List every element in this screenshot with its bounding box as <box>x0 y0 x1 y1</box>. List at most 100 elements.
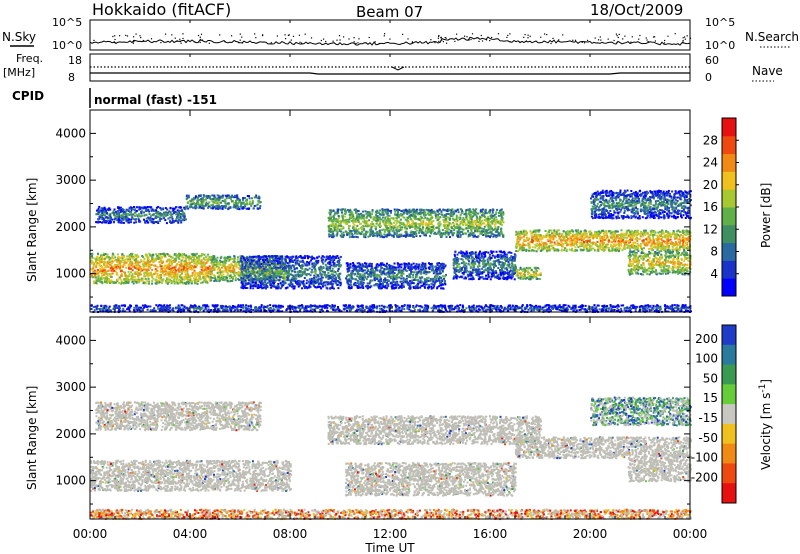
echo-cell <box>126 258 128 260</box>
echo-cell <box>237 256 239 258</box>
echo-cell <box>203 261 205 263</box>
nsearch-dot <box>639 35 640 36</box>
echo-cell <box>145 269 147 271</box>
echo-cell <box>181 210 183 212</box>
nsearch-dot <box>491 37 492 38</box>
echo-cell <box>155 265 157 267</box>
echo-cell <box>187 267 189 269</box>
echo-cell <box>181 254 183 256</box>
nsearch-dot <box>180 41 181 42</box>
nsearch-dot <box>202 40 203 41</box>
echo-cell <box>170 274 172 276</box>
echo-cell <box>141 278 143 280</box>
echo-cell <box>117 279 119 281</box>
count-tick-right-bottom: 10^0 <box>705 39 735 52</box>
echo-cell <box>155 268 157 270</box>
nsearch-dot <box>684 36 685 37</box>
nsearch-dot <box>354 41 355 42</box>
echo-cell <box>148 258 150 260</box>
nsearch-dot <box>683 37 684 38</box>
echo-cell <box>221 278 223 280</box>
echo-cell <box>167 253 169 255</box>
nsearch-dot <box>525 34 526 35</box>
nsearch-dot <box>179 39 180 40</box>
nsearch-dot <box>133 43 134 44</box>
echo-cell <box>109 280 111 282</box>
echo-cell <box>160 265 162 267</box>
nsearch-dot <box>336 40 337 41</box>
echo-cell <box>169 265 171 267</box>
echo-cell <box>154 260 156 262</box>
nsearch-dot <box>343 36 344 37</box>
nsearch-dot <box>630 42 631 43</box>
echo-cell <box>235 277 237 279</box>
power-echoes <box>90 190 692 314</box>
echo-cell <box>147 264 149 266</box>
nsearch-dot <box>125 35 126 36</box>
nsearch-dot <box>289 34 290 35</box>
nsearch-dot <box>139 35 140 36</box>
echo-cell <box>193 257 195 259</box>
echo-cell <box>234 256 236 258</box>
echo-cell <box>174 282 176 284</box>
echo-cell <box>161 282 163 284</box>
echo-cell <box>200 264 202 266</box>
echo-cell <box>213 280 215 282</box>
nsearch-dot <box>255 37 256 38</box>
echo-cell <box>210 256 212 258</box>
echo-cell <box>151 258 153 260</box>
echo-cell <box>95 282 97 284</box>
echo-cell <box>217 278 219 280</box>
echo-cell <box>227 256 229 258</box>
station-title: Hokkaido (fitACF) <box>92 0 231 19</box>
echo-cell <box>231 270 233 272</box>
echo-cell <box>121 253 123 255</box>
echo-cell <box>132 269 134 271</box>
echo-cell <box>157 266 159 268</box>
echo-cell <box>193 268 195 270</box>
echo-cell <box>155 282 157 284</box>
echo-cell <box>150 215 152 217</box>
echo-cell <box>227 274 229 276</box>
echo-cell <box>186 277 188 279</box>
echo-cell <box>140 274 142 276</box>
echo-cell <box>217 272 219 274</box>
echo-cell <box>93 280 95 282</box>
echo-cell <box>164 255 166 257</box>
echo-cell <box>139 268 141 270</box>
freq-label: Freq. <box>16 52 43 65</box>
echo-cell <box>101 261 103 263</box>
echo-cell <box>232 267 234 269</box>
echo-cell <box>173 279 175 281</box>
echo-cell <box>94 258 96 260</box>
nsearch-dot <box>430 39 431 40</box>
echo-cell <box>151 264 153 266</box>
echo-cell <box>138 213 140 215</box>
power-panel: 1000200030004000 Slant Range [km] 481216… <box>25 110 773 313</box>
nsearch-dot <box>143 40 144 41</box>
echo-cell <box>111 270 113 272</box>
echo-cell <box>97 280 99 282</box>
echo-cell <box>136 263 138 265</box>
echo-cell <box>144 222 146 224</box>
echo-cell <box>114 260 116 262</box>
echo-cell <box>153 218 155 220</box>
echo-cell <box>159 257 161 259</box>
nsearch-dot <box>224 41 225 42</box>
echo-cell <box>143 282 145 284</box>
nsearch-dot <box>540 37 541 38</box>
echo-cell <box>104 260 106 262</box>
echo-cell <box>175 277 177 279</box>
echo-cell <box>218 261 220 263</box>
echo-cell <box>116 264 118 266</box>
nsearch-dot <box>690 38 691 39</box>
nsearch-dot <box>441 37 442 38</box>
echo-cell <box>205 281 207 283</box>
nsearch-dot <box>632 36 633 37</box>
echo-cell <box>200 259 202 261</box>
echo-cell <box>238 279 240 281</box>
echo-cell <box>98 275 100 277</box>
echo-cell <box>225 271 227 273</box>
nsearch-dot <box>285 34 286 35</box>
echo-cell <box>113 265 115 267</box>
